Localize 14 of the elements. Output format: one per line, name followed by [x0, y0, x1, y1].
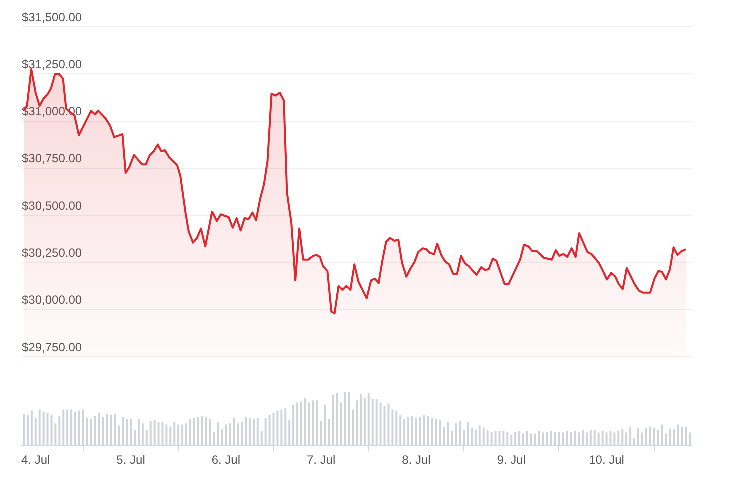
x-tick-label: 4. Jul — [22, 453, 50, 468]
y-tick-label: $30,000.00 — [22, 293, 82, 308]
y-tick-label: $31,500.00 — [22, 10, 82, 24]
y-tick-label: $30,500.00 — [22, 198, 82, 213]
y-tick-label: $31,250.00 — [22, 57, 82, 72]
x-tick-label: 6. Jul — [212, 453, 241, 468]
x-tick-label: 9. Jul — [497, 453, 526, 468]
x-tick-label: 8. Jul — [402, 453, 431, 468]
x-tick-label: 5. Jul — [116, 453, 146, 468]
y-tick-label: $30,250.00 — [22, 246, 82, 260]
y-tick-label: $29,750.00 — [22, 340, 82, 354]
x-tick-label: 7. Jul — [306, 453, 336, 468]
x-tick-label: 10. Jul — [589, 453, 624, 468]
y-tick-label: $30,750.00 — [22, 152, 82, 166]
